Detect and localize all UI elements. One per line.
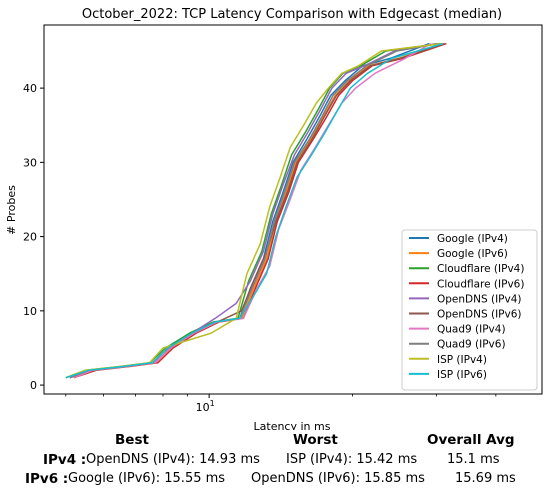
legend-label: Google (IPv4) <box>437 233 508 245</box>
y-axis: 0 10 20 30 40 <box>23 82 44 392</box>
overall-avg-header: Overall Avg <box>427 432 515 448</box>
series-line-isp-ipv4 <box>65 42 442 379</box>
x-axis-label: Latency in ms <box>254 420 331 430</box>
legend-label: Quad9 (IPv4) <box>437 324 506 336</box>
y-axis-label: # Probes <box>5 185 18 235</box>
worst-header: Worst <box>293 432 338 448</box>
series-lines <box>65 42 447 379</box>
legend-label: Quad9 (IPv6) <box>437 339 506 351</box>
latency-chart: October_2022: TCP Latency Comparison wit… <box>5 7 543 430</box>
legend-label: ISP (IPv6) <box>437 369 487 381</box>
best-header: Best <box>115 432 149 448</box>
ipv4-worst-value: ISP (IPv4): 15.42 ms <box>286 452 418 467</box>
legend-label: OpenDNS (IPv4) <box>437 293 522 305</box>
y-tick-label: 20 <box>23 231 37 244</box>
ipv6-worst-value: OpenDNS (IPv6): 15.85 ms <box>251 471 425 486</box>
y-tick-label: 10 <box>23 305 37 318</box>
series-line-cloudflare-ipv6 <box>73 42 447 379</box>
ipv4-overall-value: 15.1 ms <box>447 452 500 467</box>
y-tick-label: 40 <box>23 82 37 95</box>
legend-box <box>401 229 538 391</box>
chart-legend: Google (IPv4) Google (IPv6) Cloudflare (IP… <box>401 229 538 391</box>
series-line-quad9-ipv4 <box>73 42 432 379</box>
legend-label: ISP (IPv4) <box>437 354 487 366</box>
x-axis: 101 <box>65 394 497 414</box>
legend-label: Google (IPv6) <box>437 248 508 260</box>
legend-label: Cloudflare (IPv4) <box>437 263 524 275</box>
series-line-isp-ipv6 <box>65 42 444 379</box>
y-tick-label: 30 <box>23 156 37 169</box>
ipv6-best-value: Google (IPv6): 15.55 ms <box>68 471 226 486</box>
legend-label: OpenDNS (IPv6) <box>437 309 522 321</box>
ipv6-overall-value: 15.69 ms <box>455 471 516 486</box>
ipv4-best-value: OpenDNS (IPv4): 14.93 ms <box>86 452 260 467</box>
chart-title: October_2022: TCP Latency Comparison wit… <box>82 7 502 22</box>
ipv6-row-label: IPv6 : <box>25 471 69 487</box>
legend-label: Cloudflare (IPv6) <box>437 278 524 290</box>
ipv4-row-label: IPv4 : <box>43 452 87 468</box>
x-tick-label: 101 <box>196 399 215 414</box>
y-tick-label: 0 <box>30 379 37 392</box>
